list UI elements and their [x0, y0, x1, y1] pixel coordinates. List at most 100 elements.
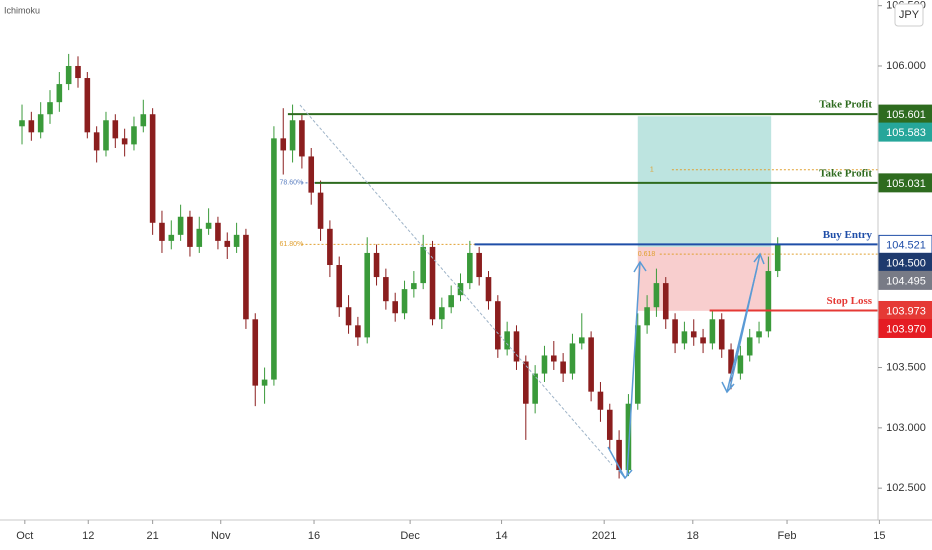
- candle-body: [327, 228, 333, 266]
- fib-label: 1: [650, 167, 654, 174]
- candle-body: [662, 283, 669, 320]
- level-label: Take Profit: [819, 99, 872, 111]
- candle-body: [289, 120, 296, 151]
- candle-body: [392, 301, 398, 314]
- candle-body: [588, 337, 594, 392]
- x-tick-label: Feb: [778, 530, 797, 542]
- candle-body: [625, 403, 632, 471]
- x-tick-label: 14: [495, 530, 507, 542]
- candle-body: [224, 240, 231, 247]
- x-tick-label: 16: [308, 530, 320, 542]
- candle-body: [75, 65, 81, 79]
- candle-body: [578, 337, 585, 344]
- price-tag-label: 105.031: [886, 178, 926, 190]
- y-tick-label: 102.500: [886, 482, 926, 494]
- candle-body: [19, 120, 25, 127]
- x-tick-label: 2021: [592, 530, 616, 542]
- candle-body: [718, 319, 725, 350]
- x-tick-label: 12: [82, 530, 94, 542]
- candle-body: [495, 301, 501, 350]
- currency: JPY: [899, 9, 920, 21]
- y-tick-label: 103.500: [886, 361, 926, 373]
- x-tick-label: 15: [873, 530, 885, 542]
- candle-body: [485, 277, 492, 302]
- candle-body: [700, 337, 706, 344]
- candle-body: [644, 307, 650, 326]
- level-label: Take Profit: [819, 167, 872, 179]
- price-tag-label: 104.495: [886, 275, 926, 287]
- candle-body: [140, 114, 147, 127]
- currency-box[interactable]: [894, 3, 924, 27]
- arrow: [729, 253, 761, 389]
- candle-body: [28, 120, 35, 133]
- candle-body: [560, 361, 566, 374]
- price-tag: [878, 122, 932, 142]
- arrow-head: [753, 252, 765, 265]
- arrows: [607, 252, 765, 480]
- arrow-head: [633, 260, 647, 273]
- price-tag-label: 103.970: [886, 323, 926, 335]
- candle-body: [215, 222, 221, 241]
- candle-body: [84, 78, 91, 133]
- plot: 78.60% 61.80% 0.618 1 Take Profit Take Profit…: [19, 53, 878, 479]
- y-tick-label: 106.000: [886, 60, 926, 72]
- candle-body: [168, 234, 175, 241]
- candle-body: [690, 331, 697, 338]
- price-tag-label: 105.583: [886, 127, 926, 139]
- x-tick-label: 21: [147, 530, 159, 542]
- price-tag: [878, 270, 932, 290]
- candle-body: [252, 319, 259, 386]
- candle-body: [429, 246, 436, 320]
- candle-body: [513, 331, 520, 362]
- candle-body: [467, 252, 473, 284]
- trend-line: [299, 104, 613, 466]
- candle-body: [308, 156, 315, 193]
- x-tick-label: Nov: [211, 530, 231, 542]
- axes: 102.500103.000103.500106.000106.500Oct12…: [16, 0, 932, 542]
- candle-body: [261, 379, 268, 386]
- candle-body: [233, 234, 240, 247]
- candle-body: [159, 222, 165, 241]
- candle-body: [299, 120, 305, 157]
- candle-body: [420, 246, 426, 284]
- level-label: Stop Loss: [826, 295, 872, 307]
- candle-body: [205, 222, 212, 229]
- candle-body: [56, 84, 63, 103]
- fib-label: 61.80%: [280, 241, 304, 248]
- candle-body: [383, 277, 389, 302]
- candle-body: [616, 439, 622, 471]
- candle-body: [355, 325, 361, 338]
- candle-body: [131, 126, 137, 145]
- candle-body: [37, 114, 44, 133]
- candle-body: [448, 295, 454, 308]
- price-tag-label: 104.500: [886, 257, 926, 269]
- candle-body: [439, 307, 445, 320]
- price-tag-label: 103.973: [886, 305, 926, 317]
- x-tick-label: 18: [687, 530, 699, 542]
- candle-body: [121, 138, 128, 145]
- candle-body: [523, 361, 529, 404]
- candle-body: [47, 102, 53, 115]
- price-tag: [878, 318, 932, 338]
- x-tick-label: Oct: [16, 530, 33, 542]
- y-tick-label: 103.000: [886, 422, 926, 434]
- candle-body: [336, 265, 343, 308]
- candle-body: [597, 391, 604, 410]
- candle-body: [765, 271, 772, 332]
- candle-body: [672, 319, 678, 344]
- candle-body: [317, 192, 324, 229]
- candle-body: [457, 283, 464, 296]
- candle-body: [728, 349, 734, 374]
- candle-body: [569, 343, 576, 374]
- arrow-head: [721, 381, 735, 394]
- candle-body: [504, 331, 510, 350]
- candle-body: [411, 283, 417, 290]
- candle-body: [774, 244, 781, 272]
- candle-body: [280, 138, 287, 151]
- candle-body: [606, 409, 613, 440]
- candle-body: [532, 373, 538, 404]
- candle-body: [187, 216, 193, 247]
- candle-body: [65, 65, 72, 85]
